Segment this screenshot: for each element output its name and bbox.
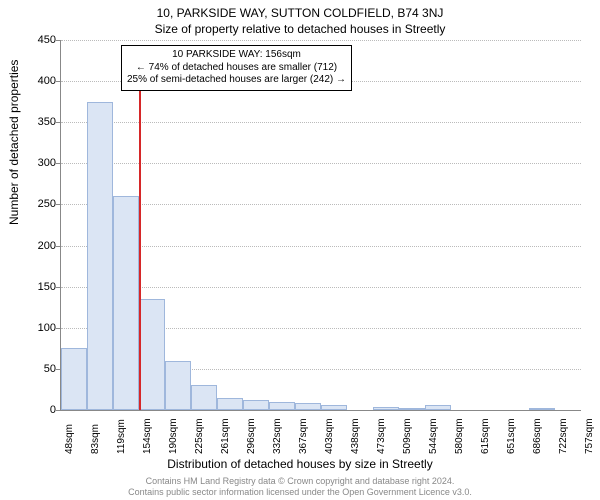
chart-title-line1: 10, PARKSIDE WAY, SUTTON COLDFIELD, B74 … xyxy=(0,6,600,20)
xtick-label: 722sqm xyxy=(558,418,569,454)
xtick-label: 757sqm xyxy=(584,418,595,454)
histogram-bar xyxy=(399,408,425,410)
xtick-label: 509sqm xyxy=(402,418,413,454)
xtick-label: 48sqm xyxy=(64,424,75,454)
ytick-mark xyxy=(56,287,61,288)
ytick-label: 50 xyxy=(16,363,56,375)
xtick-label: 83sqm xyxy=(90,424,101,454)
footer-line1: Contains HM Land Registry data © Crown c… xyxy=(0,476,600,487)
histogram-bar xyxy=(269,402,295,410)
ytick-label: 250 xyxy=(16,198,56,210)
ytick-mark xyxy=(56,246,61,247)
histogram-bar xyxy=(373,407,399,410)
xtick-label: 154sqm xyxy=(142,418,153,454)
histogram-bar xyxy=(217,398,243,410)
footer-line2: Contains public sector information licen… xyxy=(0,487,600,498)
xtick-label: 367sqm xyxy=(298,418,309,454)
ytick-label: 450 xyxy=(16,34,56,46)
xtick-label: 403sqm xyxy=(324,418,335,454)
ytick-label: 300 xyxy=(16,157,56,169)
histogram-bar xyxy=(87,102,113,410)
ytick-mark xyxy=(56,328,61,329)
xtick-label: 332sqm xyxy=(272,418,283,454)
xtick-label: 296sqm xyxy=(246,418,257,454)
ytick-mark xyxy=(56,81,61,82)
reference-line xyxy=(139,70,141,410)
histogram-bar xyxy=(139,299,165,410)
footer-attribution: Contains HM Land Registry data © Crown c… xyxy=(0,476,600,498)
plot-area: 05010015020025030035040045048sqm83sqm119… xyxy=(60,40,581,411)
gridline xyxy=(61,40,581,41)
histogram-bar xyxy=(425,405,451,410)
ytick-mark xyxy=(56,163,61,164)
xtick-label: 261sqm xyxy=(220,418,231,454)
histogram-bar xyxy=(295,403,321,410)
histogram-bar xyxy=(529,408,555,410)
histogram-bar xyxy=(113,196,139,410)
xtick-label: 190sqm xyxy=(168,418,179,454)
xtick-label: 651sqm xyxy=(506,418,517,454)
xtick-label: 580sqm xyxy=(454,418,465,454)
xtick-label: 438sqm xyxy=(350,418,361,454)
xtick-label: 225sqm xyxy=(194,418,205,454)
histogram-bar xyxy=(191,385,217,410)
histogram-bar xyxy=(61,348,87,410)
xtick-label: 544sqm xyxy=(428,418,439,454)
chart-container: 10, PARKSIDE WAY, SUTTON COLDFIELD, B74 … xyxy=(0,0,600,500)
xtick-label: 686sqm xyxy=(532,418,543,454)
annotation-line2: ← 74% of detached houses are smaller (71… xyxy=(127,62,346,75)
histogram-bar xyxy=(243,400,269,410)
chart-title-line2: Size of property relative to detached ho… xyxy=(0,22,600,36)
xtick-label: 473sqm xyxy=(376,418,387,454)
annotation-line1: 10 PARKSIDE WAY: 156sqm xyxy=(127,49,346,62)
ytick-label: 400 xyxy=(16,75,56,87)
histogram-bar xyxy=(165,361,191,410)
ytick-label: 0 xyxy=(16,404,56,416)
ytick-label: 100 xyxy=(16,322,56,334)
annotation-line3: 25% of semi-detached houses are larger (… xyxy=(127,74,346,87)
ytick-mark xyxy=(56,122,61,123)
xtick-label: 615sqm xyxy=(480,418,491,454)
ytick-label: 200 xyxy=(16,240,56,252)
x-axis-label: Distribution of detached houses by size … xyxy=(0,457,600,471)
annotation-box: 10 PARKSIDE WAY: 156sqm← 74% of detached… xyxy=(121,45,352,91)
ytick-mark xyxy=(56,204,61,205)
ytick-label: 150 xyxy=(16,281,56,293)
ytick-mark xyxy=(56,40,61,41)
ytick-label: 350 xyxy=(16,116,56,128)
histogram-bar xyxy=(321,405,347,410)
xtick-label: 119sqm xyxy=(116,419,127,454)
ytick-mark xyxy=(56,410,61,411)
